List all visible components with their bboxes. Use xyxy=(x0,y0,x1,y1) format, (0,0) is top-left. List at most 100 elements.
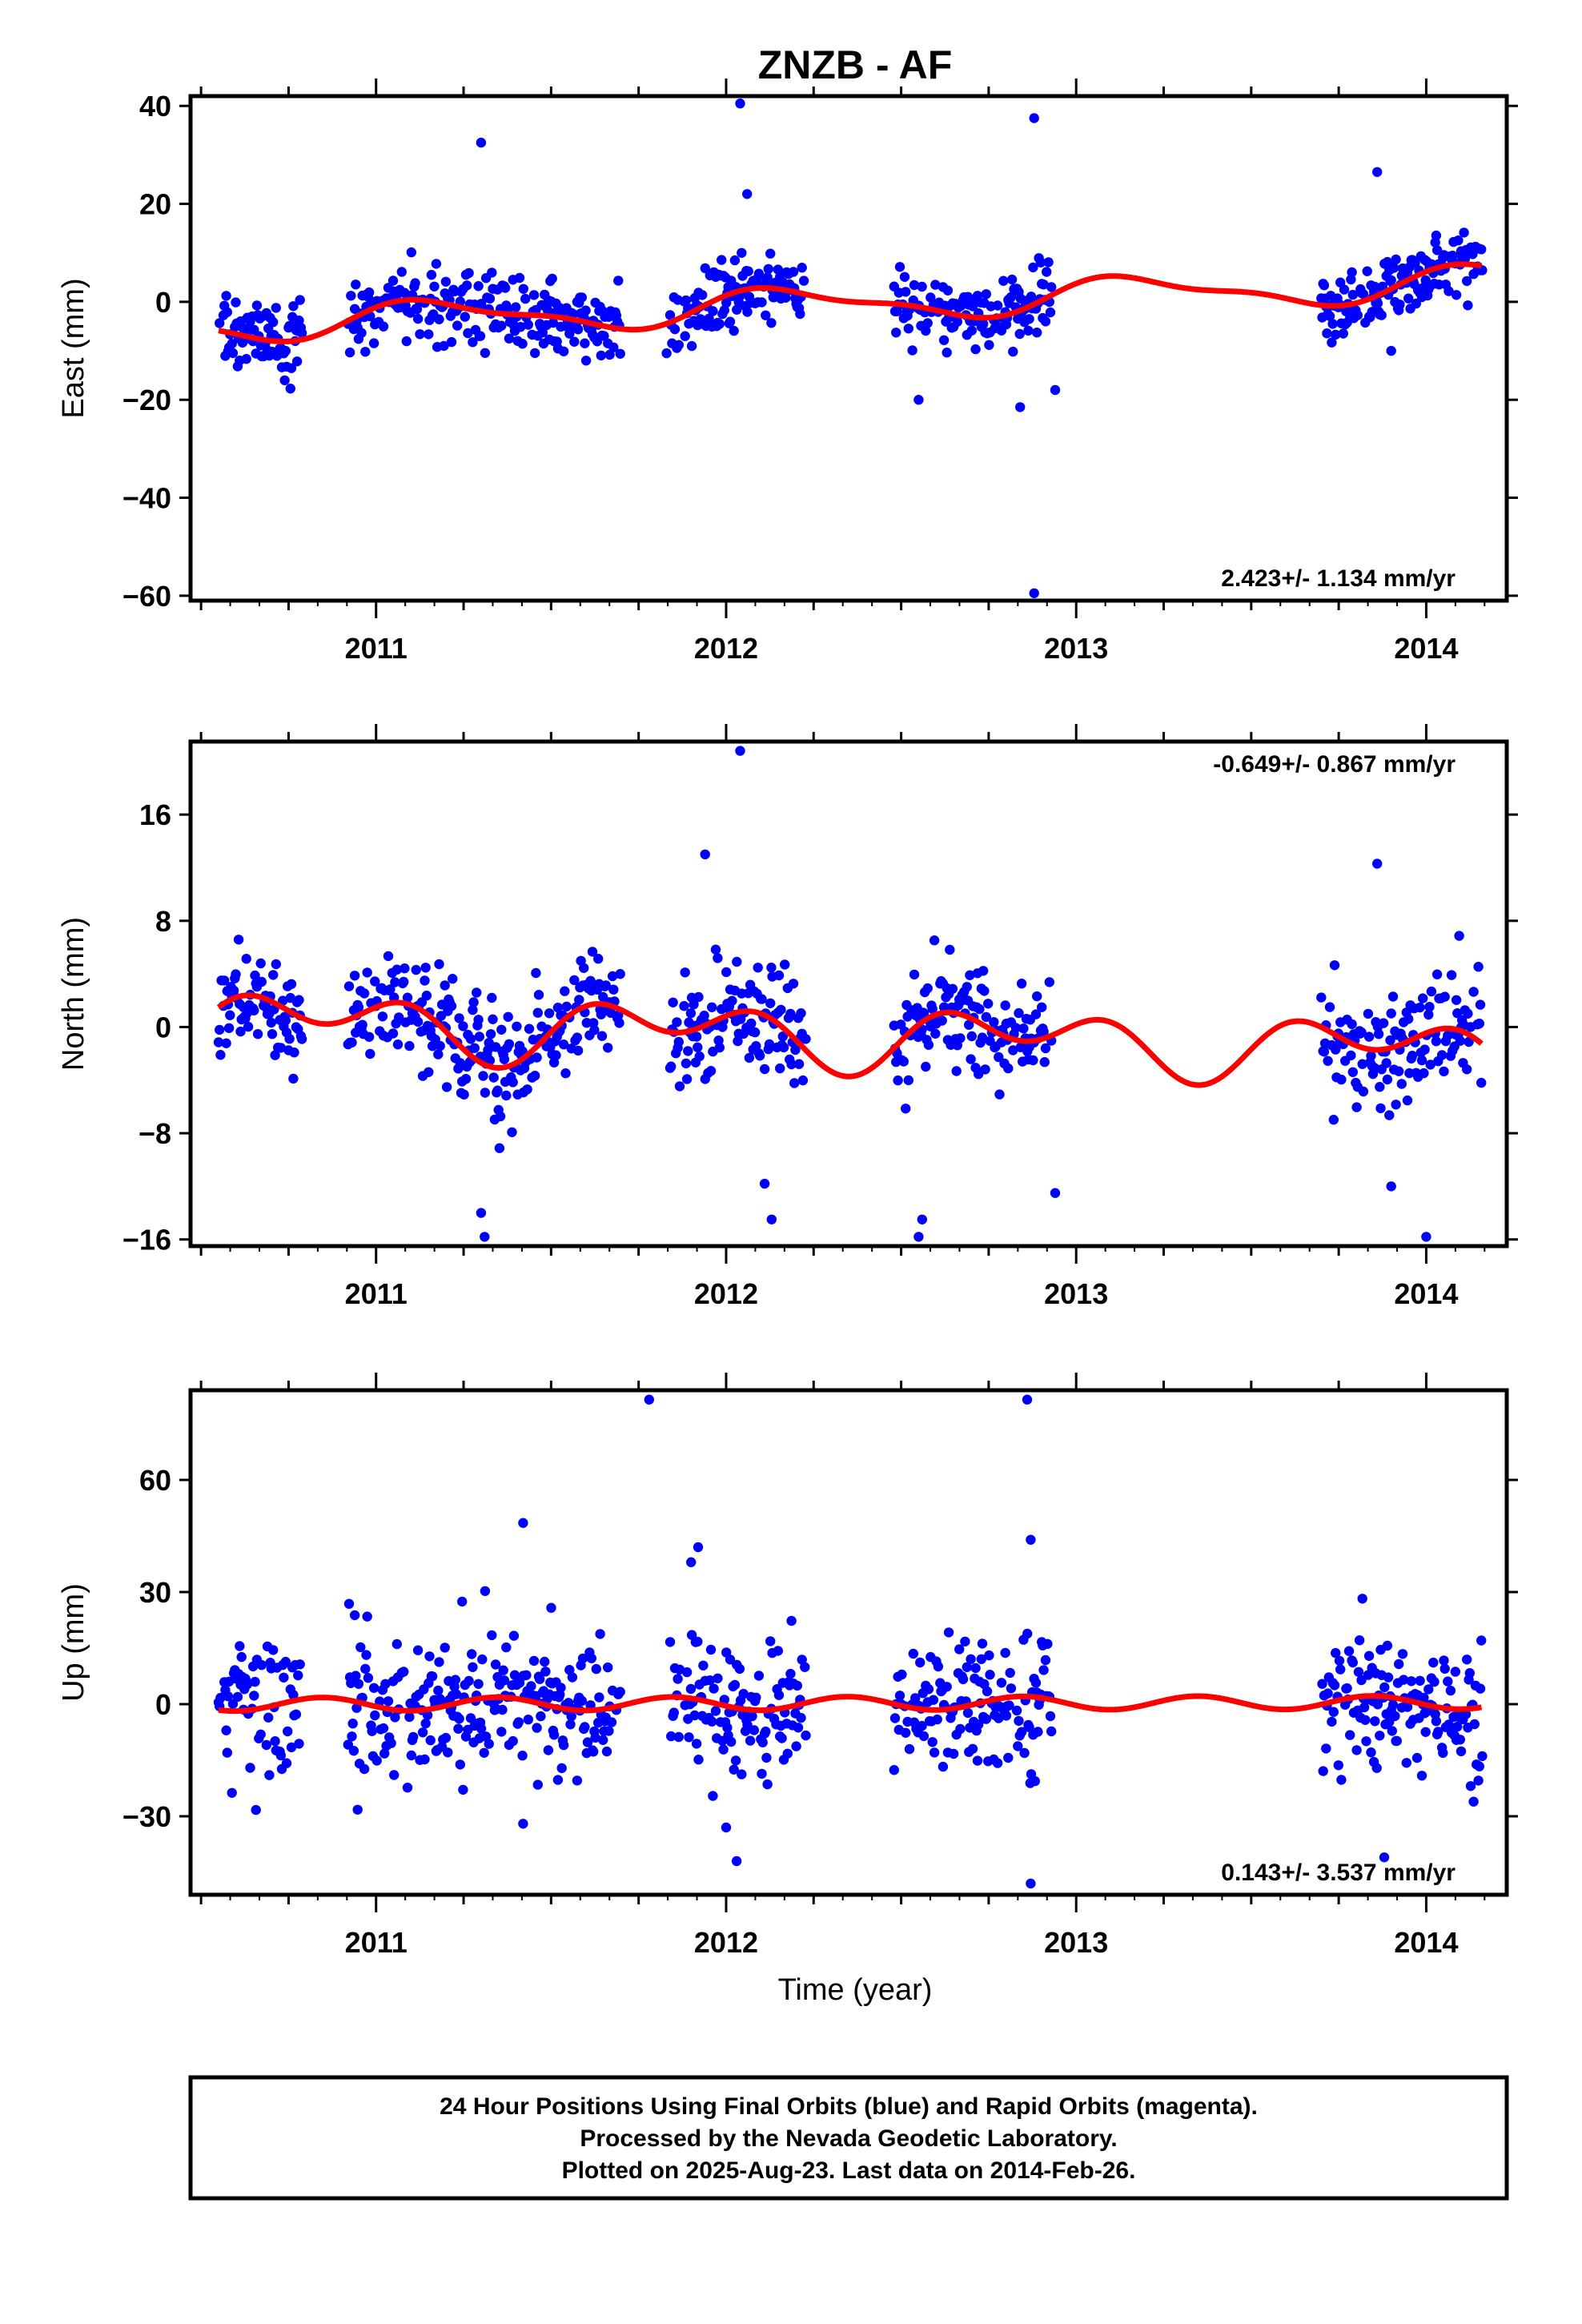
north-outlier-point xyxy=(913,1232,924,1242)
east-outlier-point xyxy=(661,348,672,359)
up-outlier-point xyxy=(518,1518,528,1528)
north-data-point xyxy=(707,1002,717,1013)
north-data-point xyxy=(353,1002,364,1013)
north-data-point xyxy=(780,959,790,970)
up-data-point xyxy=(976,1654,987,1664)
north-data-point xyxy=(989,1017,999,1027)
caption-line-1: 24 Hour Positions Using Final Orbits (bl… xyxy=(440,2093,1258,2120)
north-data-point xyxy=(266,1017,276,1028)
north-data-point xyxy=(1347,1019,1357,1030)
east-data-point xyxy=(797,263,807,273)
up-data-point xyxy=(917,1720,927,1731)
up-data-point xyxy=(1353,1667,1364,1677)
north-data-point xyxy=(1373,1029,1384,1039)
north-data-point xyxy=(694,1051,705,1062)
north-data-point xyxy=(691,1031,702,1042)
north-data-point xyxy=(385,984,396,995)
up-data-point xyxy=(1382,1640,1393,1651)
up-data-point xyxy=(1464,1668,1476,1679)
up-data-point xyxy=(288,1690,299,1700)
up-data-point xyxy=(402,1783,413,1793)
east-data-point xyxy=(901,287,911,297)
up-x-tick-label: 2014 xyxy=(1394,1926,1458,1959)
north-data-point xyxy=(789,1078,800,1088)
north-data-point xyxy=(289,1047,299,1058)
north-data-point xyxy=(1030,1009,1042,1019)
up-data-point xyxy=(528,1655,540,1667)
east-data-point xyxy=(344,347,355,358)
north-data-point xyxy=(937,1015,947,1026)
east-y-tick-label: 0 xyxy=(155,286,171,319)
up-data-point xyxy=(801,1730,811,1741)
north-data-point xyxy=(524,1023,535,1034)
up-data-point xyxy=(294,1739,304,1749)
north-data-point xyxy=(918,1007,930,1019)
east-data-point xyxy=(511,302,521,312)
north-data-point xyxy=(544,1008,555,1019)
north-data-point xyxy=(473,1015,484,1025)
north-data-point xyxy=(705,1066,717,1076)
up-data-point xyxy=(729,1764,739,1775)
up-data-point xyxy=(984,1650,994,1661)
north-data-point xyxy=(1425,1059,1435,1070)
up-data-point xyxy=(451,1689,462,1699)
north-data-point xyxy=(1010,1023,1022,1033)
east-data-point xyxy=(452,320,463,331)
north-outlier-point xyxy=(759,1178,770,1189)
north-data-point xyxy=(468,1004,478,1015)
north-data-point xyxy=(219,975,230,986)
up-data-point xyxy=(523,1715,533,1725)
east-data-point xyxy=(291,356,303,367)
up-data-point xyxy=(1003,1752,1014,1763)
north-data-point xyxy=(600,980,611,991)
east-data-point xyxy=(1347,267,1357,278)
north-data-point xyxy=(233,935,244,945)
up-data-point xyxy=(757,1737,768,1747)
north-data-point xyxy=(1386,1008,1396,1019)
up-data-point xyxy=(1439,1655,1449,1666)
north-outlier-point xyxy=(766,1214,777,1225)
up-data-point xyxy=(773,1646,783,1656)
north-outlier-point xyxy=(1386,1181,1396,1192)
east-data-point xyxy=(1322,328,1332,339)
east-outlier-point xyxy=(735,99,745,109)
up-data-point xyxy=(1445,1685,1456,1696)
east-data-point xyxy=(468,337,478,348)
up-data-point xyxy=(476,1723,487,1734)
east-data-point xyxy=(1024,314,1034,324)
up-data-point xyxy=(1030,1775,1041,1787)
up-model-fit-line xyxy=(217,1693,1484,1715)
east-data-point xyxy=(615,348,625,359)
east-data-point xyxy=(360,347,371,357)
east-data-point xyxy=(1372,298,1383,308)
up-data-point xyxy=(1343,1646,1355,1656)
east-data-point xyxy=(697,290,708,300)
north-data-point xyxy=(793,1059,805,1069)
up-data-point xyxy=(566,1711,576,1722)
up-data-point xyxy=(268,1645,279,1655)
north-data-point xyxy=(1426,986,1437,997)
up-data-point xyxy=(1394,1659,1404,1670)
east-data-point xyxy=(396,267,407,277)
up-data-point xyxy=(1428,1657,1439,1668)
up-data-point xyxy=(1360,1715,1371,1725)
north-data-point xyxy=(363,1031,375,1043)
up-data-point xyxy=(962,1707,974,1719)
up-data-point xyxy=(291,1709,302,1719)
up-data-point xyxy=(1005,1667,1015,1679)
east-data-point xyxy=(966,325,978,336)
up-data-point xyxy=(1399,1675,1409,1685)
east-data-point xyxy=(462,280,472,291)
north-data-point xyxy=(231,969,241,979)
up-data-point xyxy=(567,1672,578,1683)
up-x-tick-label: 2013 xyxy=(1044,1926,1108,1959)
north-data-point xyxy=(387,1028,399,1039)
east-data-point xyxy=(1006,274,1018,285)
up-data-point xyxy=(532,1779,543,1790)
east-data-point xyxy=(1028,262,1038,273)
north-data-point xyxy=(683,1046,693,1056)
up-data-point xyxy=(1469,1719,1480,1730)
east-data-point xyxy=(1395,300,1405,310)
north-data-point xyxy=(228,985,239,996)
north-data-point xyxy=(459,1089,469,1100)
